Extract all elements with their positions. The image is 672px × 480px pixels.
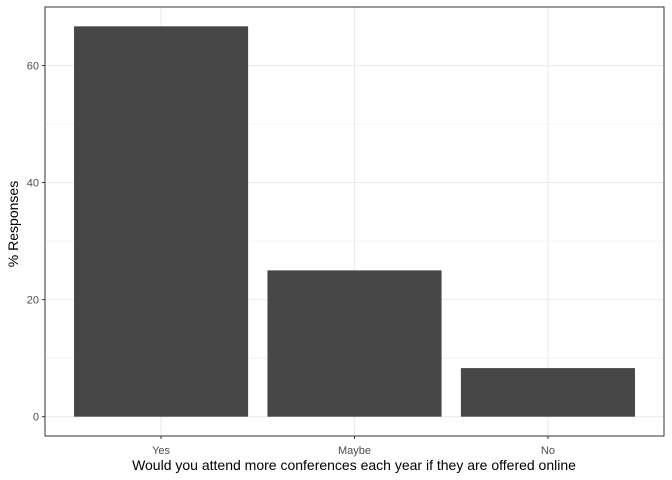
y-axis: 0 20 40 60 xyxy=(27,61,45,424)
x-tick-label-yes: Yes xyxy=(152,445,170,457)
x-axis-title: Would you attend more conferences each y… xyxy=(132,457,576,473)
y-tick-label: 60 xyxy=(27,61,39,73)
bar-yes xyxy=(74,26,249,417)
y-tick-label: 0 xyxy=(33,412,39,424)
y-tick-label: 40 xyxy=(27,178,39,190)
bar-maybe xyxy=(267,270,442,417)
y-axis-title: % Responses xyxy=(5,181,21,267)
x-tick-label-no: No xyxy=(541,445,555,457)
x-axis: Yes Maybe No xyxy=(152,436,555,457)
bar-no xyxy=(460,368,635,417)
bars xyxy=(74,26,635,417)
x-tick-label-maybe: Maybe xyxy=(338,445,371,457)
y-tick-label: 20 xyxy=(27,295,39,307)
